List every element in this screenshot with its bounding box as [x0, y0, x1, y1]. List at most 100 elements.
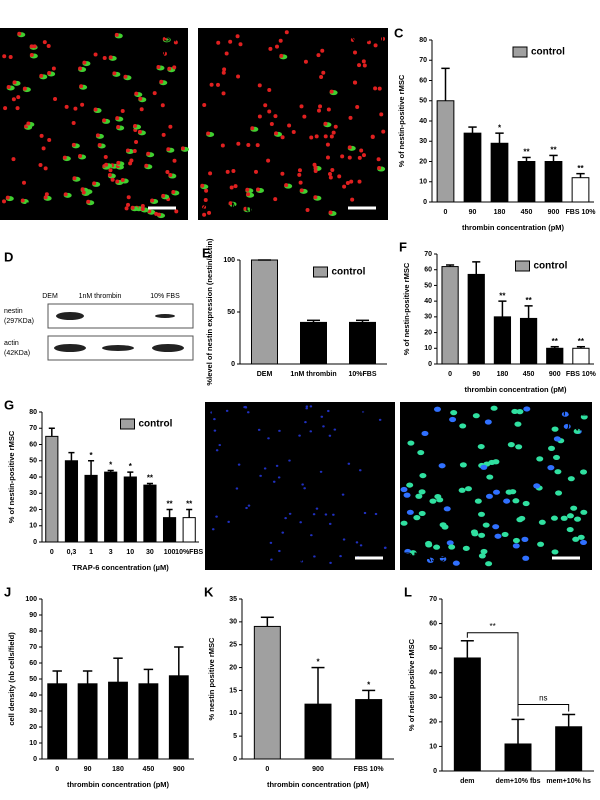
- nucleus: [373, 86, 378, 91]
- y-tick-label: 40: [424, 298, 432, 305]
- nucleus: [553, 436, 561, 442]
- nucleus: [548, 445, 556, 451]
- nucleus: [358, 469, 362, 472]
- x-axis-label: thrombin concentration (pM): [67, 780, 170, 789]
- y-tick-label: 80: [419, 37, 427, 44]
- legend-swatch: [515, 260, 530, 272]
- bar: [123, 476, 137, 543]
- nucleus: [250, 126, 255, 131]
- nucleus: [267, 88, 272, 93]
- nucleus: [15, 106, 20, 111]
- nucleus: [116, 124, 121, 129]
- nucleus: [516, 409, 524, 415]
- y-tick-label: 0: [433, 768, 437, 775]
- bar: [84, 474, 98, 543]
- bar: [544, 161, 563, 203]
- nucleus: [522, 555, 530, 561]
- nucleus: [140, 207, 145, 212]
- nucleus: [280, 135, 285, 140]
- nucleus: [215, 515, 218, 518]
- nucleus: [492, 459, 500, 465]
- bar: [555, 726, 583, 772]
- x-tick-label: 0: [265, 766, 269, 773]
- nucleus: [551, 426, 559, 432]
- y-tick-label: 0: [423, 199, 427, 206]
- nucleus: [172, 65, 177, 70]
- x-tick-label: 180: [112, 766, 124, 773]
- nucleus: [236, 141, 241, 146]
- nucleus: [26, 121, 31, 126]
- nucleus: [137, 129, 142, 134]
- nucleus: [512, 498, 520, 504]
- y-axis-label: % of nestin-positive rMSC: [397, 74, 406, 167]
- nucleus: [8, 55, 13, 60]
- y-tick-label: 10: [29, 740, 37, 747]
- nucleus: [236, 74, 241, 79]
- nucleus: [303, 487, 306, 490]
- nucleus: [359, 148, 364, 153]
- nucleus: [312, 162, 317, 167]
- y-tick-label: 0: [33, 756, 37, 763]
- nucleus: [278, 429, 281, 432]
- nucleus: [299, 521, 302, 524]
- nucleus: [144, 163, 149, 168]
- nucleus: [300, 560, 304, 563]
- y-tick-label: 70: [424, 251, 432, 258]
- nucleus: [2, 54, 7, 59]
- nucleus: [301, 483, 304, 486]
- y-tick-label: 50: [424, 282, 432, 289]
- nucleus: [560, 515, 568, 521]
- x-tick-label: 450: [523, 371, 535, 378]
- nucleus: [439, 556, 447, 562]
- nucleus: [266, 158, 271, 163]
- y-tick-label: 30: [424, 314, 432, 321]
- nucleus: [570, 505, 578, 511]
- nucleus: [326, 107, 331, 112]
- bar: [47, 683, 68, 760]
- x-tick-label: dem: [460, 778, 474, 785]
- nucleus: [304, 421, 307, 424]
- nucleus: [313, 555, 316, 558]
- nucleus: [72, 176, 77, 181]
- nucleus: [268, 46, 273, 51]
- nucleus: [355, 541, 359, 544]
- panel-letter: F: [399, 239, 407, 254]
- nucleus: [319, 470, 323, 473]
- nucleus: [71, 142, 76, 147]
- bar: [349, 321, 376, 365]
- nucleus: [318, 104, 323, 109]
- nucleus: [162, 36, 167, 41]
- nucleus: [71, 120, 76, 125]
- bar: [546, 347, 564, 365]
- x-tick-label: 90: [472, 371, 480, 378]
- bar: [168, 675, 189, 760]
- legend-label: control: [139, 419, 173, 430]
- nucleus: [115, 179, 120, 184]
- nucleus: [168, 124, 173, 129]
- micrograph: [400, 402, 592, 570]
- nucleus: [459, 423, 467, 429]
- bar: [182, 517, 196, 543]
- nucleus: [449, 416, 457, 423]
- nucleus: [279, 53, 284, 58]
- y-axis-label: %level of nestin expression (nestin/acti…: [205, 238, 214, 386]
- x-tick-label: 450: [143, 766, 155, 773]
- panel-letter: G: [4, 397, 14, 412]
- blot-row: nestin: [4, 308, 23, 315]
- nucleus: [350, 37, 355, 42]
- nucleus: [480, 548, 488, 555]
- nucleus: [333, 428, 337, 431]
- bar: [490, 142, 509, 203]
- nucleus: [323, 121, 328, 126]
- y-tick-label: 15: [229, 687, 237, 694]
- nucleus: [441, 524, 449, 530]
- x-tick-label: 1nM thrombin: [290, 371, 336, 378]
- x-tick-label: 180: [494, 209, 506, 216]
- nucleus: [168, 173, 173, 178]
- y-tick-label: 60: [429, 620, 437, 627]
- nucleus: [357, 63, 362, 68]
- nucleus: [516, 517, 524, 523]
- nucleus: [5, 195, 10, 200]
- nucleus: [328, 434, 332, 437]
